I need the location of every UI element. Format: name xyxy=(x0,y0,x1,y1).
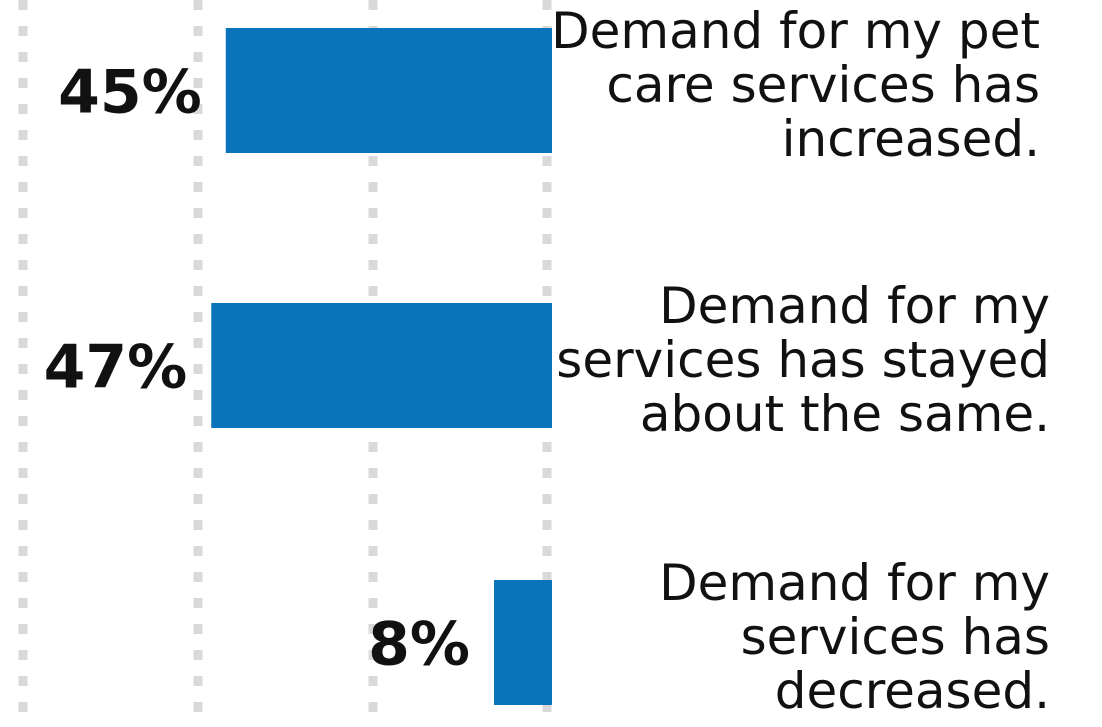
category-label-2: Demand for my services has stayed about th… xyxy=(556,277,1050,443)
category-label-3-line-2: services has xyxy=(741,608,1050,666)
category-label-3-line-1: Demand for my xyxy=(659,554,1050,612)
category-label-1: Demand for my pet care services has increa… xyxy=(551,2,1040,168)
value-label-2: 47% xyxy=(44,333,188,403)
value-label-1: 45% xyxy=(58,58,202,128)
category-label-1-line-2: care services has xyxy=(606,56,1040,114)
category-label-2-line-1: Demand for my xyxy=(659,277,1050,335)
bars xyxy=(211,28,552,705)
category-label-1-line-1: Demand for my pet xyxy=(551,2,1040,60)
bar-3 xyxy=(494,580,552,705)
category-label-3-line-3: decreased. xyxy=(775,662,1050,720)
bar-2 xyxy=(211,303,552,428)
category-label-2-line-3: about the same. xyxy=(640,385,1050,443)
value-labels: 45% 47% 8% xyxy=(44,58,470,680)
category-labels: Demand for my pet care services has increa… xyxy=(551,2,1050,720)
category-label-2-line-2: services has stayed xyxy=(556,331,1050,389)
category-label-1-line-3: increased. xyxy=(782,110,1040,168)
value-label-3: 8% xyxy=(368,610,470,680)
bar-1 xyxy=(225,28,552,153)
category-label-3: Demand for my services has decreased. xyxy=(659,554,1050,720)
